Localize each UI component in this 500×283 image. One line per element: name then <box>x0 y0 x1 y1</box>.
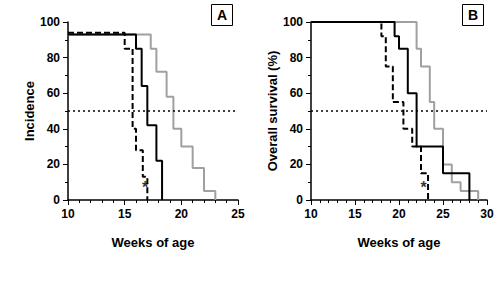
svg-text:0: 0 <box>53 193 60 207</box>
svg-text:0: 0 <box>296 193 303 207</box>
svg-text:40: 40 <box>290 122 304 136</box>
svg-text:25: 25 <box>231 207 245 221</box>
svg-text:80: 80 <box>290 51 304 65</box>
svg-text:*: * <box>421 179 428 196</box>
svg-text:10: 10 <box>304 207 318 221</box>
svg-text:60: 60 <box>47 86 61 100</box>
svg-text:20: 20 <box>392 207 406 221</box>
svg-text:15: 15 <box>118 207 132 221</box>
svg-text:80: 80 <box>47 51 61 65</box>
svg-text:10: 10 <box>61 207 75 221</box>
svg-text:100: 100 <box>283 15 303 29</box>
svg-text:Incidence: Incidence <box>22 81 37 141</box>
svg-text:40: 40 <box>47 122 61 136</box>
svg-text:20: 20 <box>175 207 189 221</box>
svg-text:15: 15 <box>348 207 362 221</box>
svg-text:Overall survival (%): Overall survival (%) <box>265 51 280 172</box>
svg-text:100: 100 <box>40 15 60 29</box>
svg-text:20: 20 <box>290 157 304 171</box>
svg-text:A: A <box>217 7 227 23</box>
svg-text:20: 20 <box>47 157 61 171</box>
svg-text:Weeks of age: Weeks of age <box>112 235 195 250</box>
svg-text:Weeks of age: Weeks of age <box>358 235 441 250</box>
svg-text:60: 60 <box>290 86 304 100</box>
svg-text:B: B <box>468 7 478 23</box>
svg-text:30: 30 <box>480 207 494 221</box>
svg-text:25: 25 <box>436 207 450 221</box>
